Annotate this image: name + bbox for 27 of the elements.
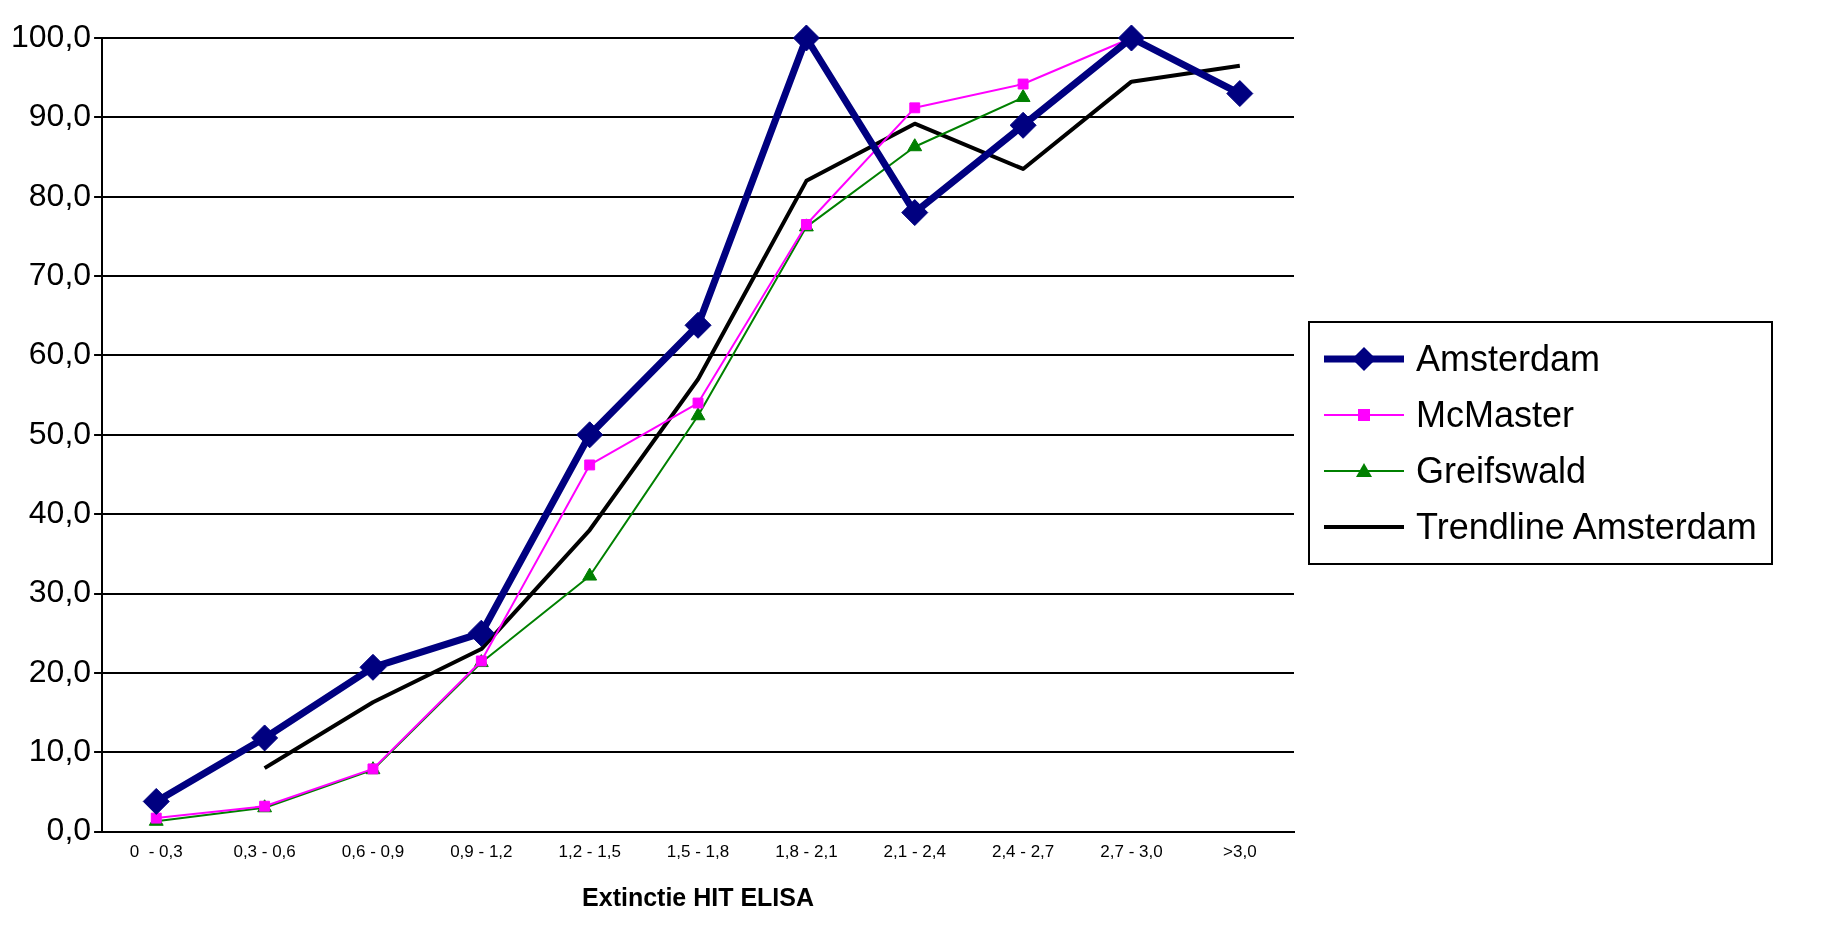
y-tick-label: 100,0 xyxy=(11,17,92,54)
y-tick-label: 0,0 xyxy=(46,811,92,848)
x-tick-label: 0,3 - 0,6 xyxy=(233,842,296,862)
y-tick-label: 40,0 xyxy=(28,493,92,530)
x-tick-label: 2,1 - 2,4 xyxy=(883,842,946,862)
x-tick-label: 2,4 - 2,7 xyxy=(991,842,1055,862)
y-tick-label: 30,0 xyxy=(28,573,92,610)
x-tick-label: >3,0 xyxy=(1223,842,1257,862)
x-tick-label: 1,8 - 2,1 xyxy=(775,842,838,862)
legend-label: Trendline Amsterdam xyxy=(1416,506,1757,548)
x-tick-label: 0,6 - 0,9 xyxy=(341,842,405,862)
legend-label: McMaster xyxy=(1416,394,1575,436)
legend-label: Amsterdam xyxy=(1416,338,1601,380)
y-tick-label: 60,0 xyxy=(28,335,92,372)
x-tick-label: 1,2 - 1,5 xyxy=(558,842,621,862)
x-tick-label: 2,7 - 3,0 xyxy=(1100,842,1163,862)
x-tick-label: 1,5 - 1,8 xyxy=(666,842,730,862)
x-tick-label: 0,9 - 1,2 xyxy=(450,842,513,862)
y-tick-label: 80,0 xyxy=(28,176,92,213)
x-tick-label: 0 - 0,3 xyxy=(129,842,183,862)
y-tick-label: 10,0 xyxy=(28,732,92,769)
y-tick-label: 90,0 xyxy=(28,97,92,134)
y-tick-label: 20,0 xyxy=(28,652,92,689)
y-tick-label: 50,0 xyxy=(28,414,92,451)
legend-label: Greifswald xyxy=(1416,450,1587,492)
x-axis-title: Extinctie HIT ELISA xyxy=(582,882,815,911)
y-tick-label: 70,0 xyxy=(28,255,92,292)
